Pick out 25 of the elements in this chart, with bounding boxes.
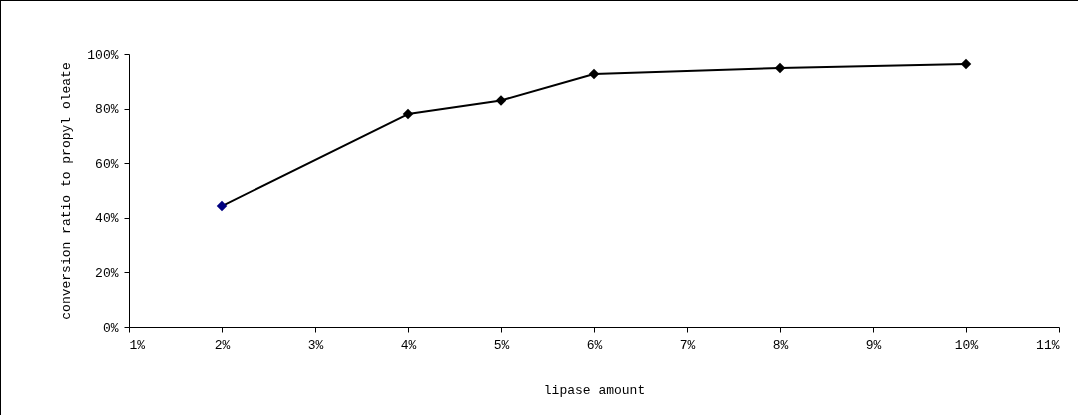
point: [774, 62, 786, 74]
x-tick-label: 7%: [679, 337, 696, 353]
x-tick-label: 6%: [586, 337, 603, 353]
y-tick-label: 100%: [87, 47, 119, 63]
y-tick-label: 80%: [95, 102, 119, 118]
y-tick-label: 0%: [102, 320, 119, 336]
x-tick-label: 3%: [307, 337, 324, 353]
x-tick-label: 2%: [214, 337, 231, 353]
x-tick-label: 11%: [1036, 337, 1060, 353]
point: [588, 68, 600, 80]
y-tick-label: 20%: [95, 265, 119, 281]
y-axis-title: conversion ratio to propyl oleate: [59, 62, 75, 320]
x-tick-label: 1%: [129, 337, 146, 353]
y-tick-label: 60%: [95, 156, 119, 172]
y-tick-label: 40%: [95, 211, 119, 227]
point: [402, 108, 414, 120]
point: [960, 58, 972, 70]
x-tick-label: 9%: [865, 337, 882, 353]
x-tick-label: 4%: [400, 337, 417, 353]
x-tick-label: 8%: [772, 337, 789, 353]
point: [216, 200, 228, 212]
x-axis-title: lipase amount: [543, 382, 646, 398]
x-tick-label: 5%: [493, 337, 510, 353]
point: [495, 95, 507, 106]
x-tick-label: 10%: [954, 337, 979, 353]
